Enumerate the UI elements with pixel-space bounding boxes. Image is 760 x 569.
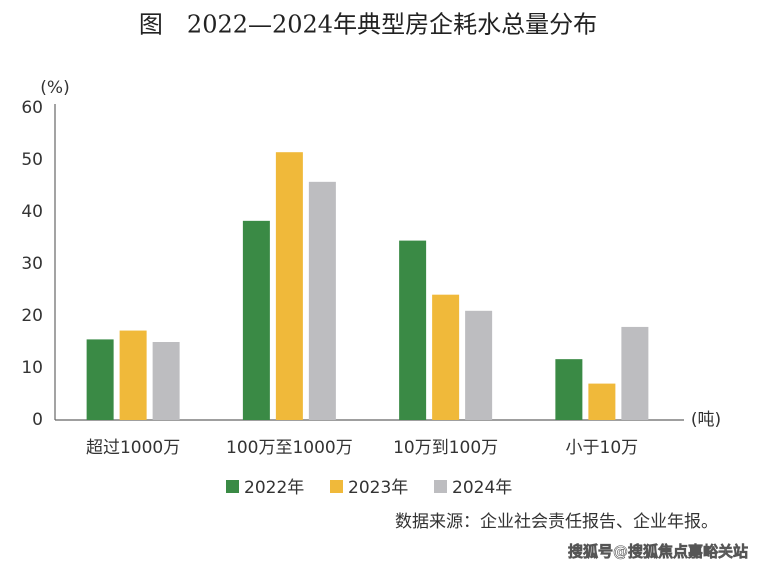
- bar: [621, 326, 649, 420]
- bar: [275, 152, 303, 420]
- legend-swatch: [226, 480, 239, 493]
- legend-swatch: [330, 480, 343, 493]
- bar: [555, 359, 583, 420]
- y-axis-label: (%): [40, 78, 69, 98]
- legend-swatch: [434, 480, 447, 493]
- x-tick-label: 超过1000万: [86, 438, 180, 458]
- legend-label: 2022年: [244, 478, 304, 498]
- source-note: 数据来源：企业社会责任报告、企业年报。: [395, 512, 718, 532]
- watermark: 搜狐号@搜狐焦点嘉峪关站: [568, 543, 748, 561]
- bar: [119, 330, 147, 420]
- y-tick-label: 10: [21, 358, 43, 378]
- bar: [152, 342, 180, 420]
- x-tick-label: 小于10万: [566, 438, 639, 458]
- y-tick-label: 40: [21, 202, 43, 222]
- chart-title: 图 2022—2024年典型房企耗水总量分布: [139, 11, 597, 39]
- x-tick-label: 10万到100万: [393, 438, 498, 458]
- legend-label: 2023年: [348, 478, 408, 498]
- bar: [242, 220, 270, 420]
- legend-label: 2024年: [452, 478, 512, 498]
- bar: [588, 383, 616, 420]
- y-tick-label: 0: [32, 410, 43, 430]
- bar: [465, 310, 493, 420]
- y-tick-label: 50: [21, 150, 43, 170]
- bar: [432, 294, 460, 420]
- y-tick-label: 20: [21, 306, 43, 326]
- y-tick-label: 60: [21, 98, 43, 118]
- x-tick-label: 100万至1000万: [226, 438, 353, 458]
- bar: [308, 181, 336, 420]
- y-tick-label: 30: [21, 254, 43, 274]
- bar: [399, 240, 427, 420]
- x-axis-label: (吨): [691, 410, 721, 430]
- bar: [86, 339, 114, 420]
